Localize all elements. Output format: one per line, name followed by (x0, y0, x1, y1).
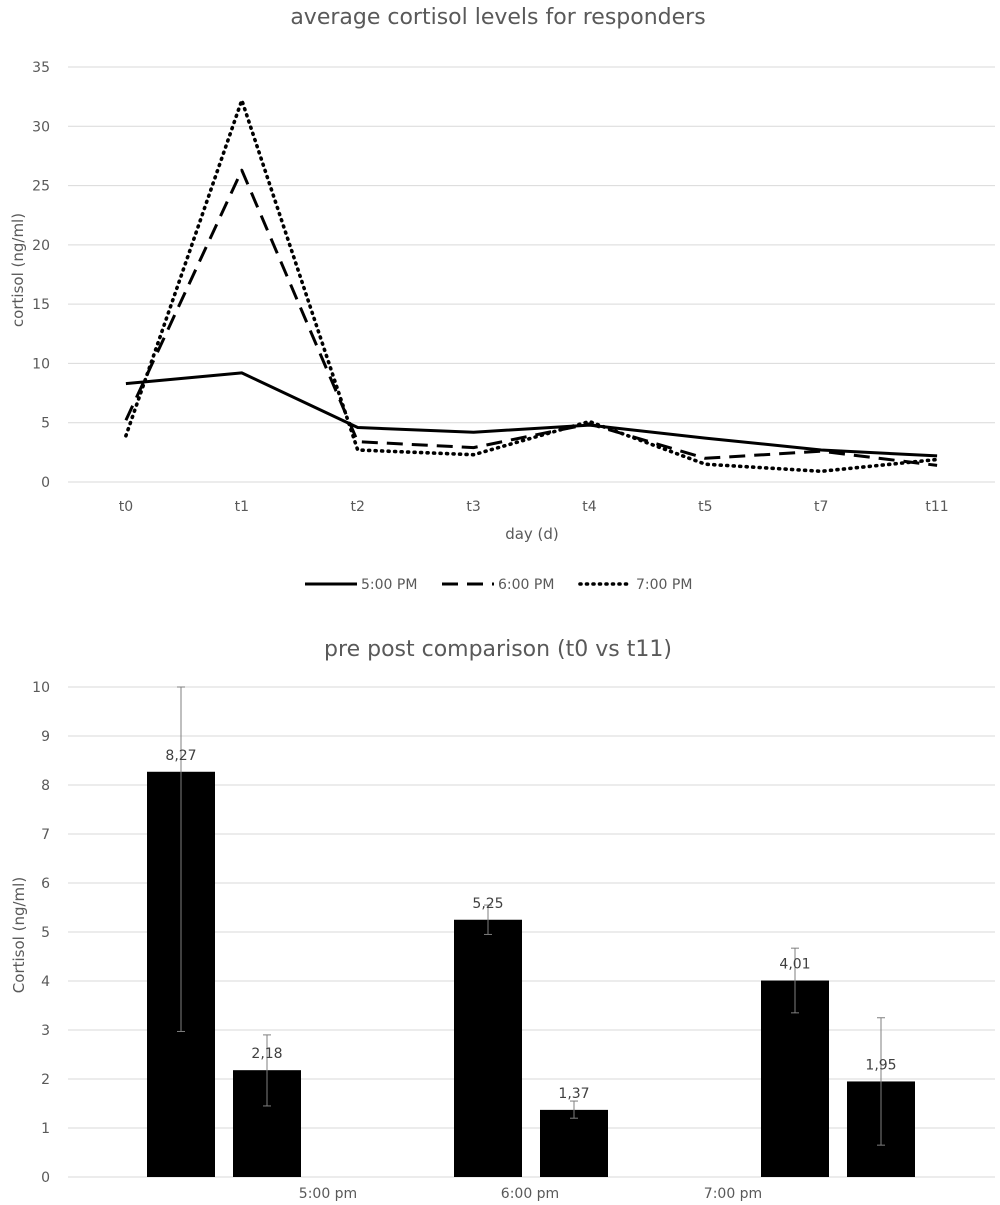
bar-data-label: 4,01 (779, 957, 810, 973)
line-chart-x-tick-label: t0 (119, 499, 133, 515)
line-chart-x-ticks: t0 t1 t2 t3 t4 t5 t7 t11 (119, 499, 949, 515)
bar-chart-y-tick-label: 9 (41, 729, 50, 745)
bar-chart-y-tick-label: 6 (41, 876, 50, 892)
line-chart-y-tick-label: 20 (32, 238, 50, 254)
legend-label: 6:00 PM (498, 577, 554, 593)
bar-chart-x-tick-label: 7:00 pm (704, 1186, 762, 1202)
bar-chart-error-bars (177, 686, 885, 1146)
line-chart-y-tick-label: 15 (32, 297, 50, 313)
line-chart-x-tick-label: t2 (350, 499, 364, 515)
bar-chart-x-ticks: 5:00 pm 6:00 pm 7:00 pm (299, 1186, 762, 1202)
line-chart-series (124, 98, 939, 474)
line-chart-x-tick-label: t3 (466, 499, 480, 515)
line-chart-x-tick-label: t11 (925, 499, 948, 515)
line-chart-x-tick-label: t7 (814, 499, 828, 515)
line-series-5-00-pm (125, 371, 938, 458)
line-series-7-00-pm (124, 98, 939, 474)
bar-chart-y-tick-label: 4 (41, 974, 50, 990)
bar-data-label: 2,18 (251, 1046, 282, 1062)
line-chart-y-tick-label: 10 (32, 356, 50, 372)
bar-chart-y-tick-label: 10 (32, 680, 50, 696)
line-chart-x-tick-label: t1 (235, 499, 249, 515)
bar-chart-title: pre post comparison (t0 vs t11) (324, 637, 672, 662)
bar-chart-x-tick-label: 5:00 pm (299, 1186, 357, 1202)
line-chart-y-tick-label: 0 (41, 475, 50, 491)
bar-chart-y-tick-label: 2 (41, 1072, 50, 1088)
bar-chart-y-ticks: 0 1 2 3 4 5 6 7 8 9 10 (32, 680, 50, 1186)
line-chart-y-tick-label: 30 (32, 119, 50, 135)
bar-chart-y-axis-title: Cortisol (ng/ml) (10, 877, 28, 993)
line-series-6-00-pm (124, 168, 938, 467)
line-chart-x-axis-title: day (d) (505, 525, 559, 543)
bar-chart-y-tick-label: 7 (41, 827, 50, 843)
bar-data-label: 1,37 (558, 1086, 589, 1102)
bar-chart-bars (147, 771, 915, 1177)
bar-data-label: 8,27 (165, 748, 196, 764)
line-chart-title: average cortisol levels for responders (290, 5, 705, 30)
legend-label: 7:00 PM (636, 577, 692, 593)
bar-chart: pre post comparison (t0 vs t11) 0 1 2 3 4 5 6 7… (10, 637, 995, 1202)
line-chart: average cortisol levels for responders 0… (9, 5, 995, 593)
line-chart-y-axis-title: cortisol (ng/ml) (9, 213, 27, 327)
line-chart-y-tick-label: 5 (41, 416, 50, 432)
line-chart-y-ticks: 0 5 10 15 20 25 30 35 (32, 60, 50, 491)
bar-chart-x-tick-label: 6:00 pm (501, 1186, 559, 1202)
line-chart-x-tick-label: t5 (698, 499, 712, 515)
line-chart-legend: 5:00 PM 6:00 PM 7:00 PM (305, 577, 692, 593)
bar (454, 919, 522, 1177)
bar-chart-y-tick-label: 8 (41, 778, 50, 794)
line-chart-x-tick-label: t4 (582, 499, 596, 515)
bar-chart-y-tick-label: 3 (41, 1023, 50, 1039)
line-chart-gridlines (68, 66, 995, 483)
bar-chart-y-tick-label: 5 (41, 925, 50, 941)
line-chart-y-tick-label: 25 (32, 179, 50, 195)
bar-data-label: 5,25 (472, 896, 503, 912)
bar-data-label: 1,95 (865, 1057, 896, 1073)
line-chart-y-tick-label: 35 (32, 60, 50, 76)
legend-label: 5:00 PM (361, 577, 417, 593)
bar (540, 1109, 608, 1177)
bar-chart-y-tick-label: 0 (41, 1170, 50, 1186)
bar-chart-y-tick-label: 1 (41, 1121, 50, 1137)
bar-chart-gridlines (68, 686, 995, 1178)
bar-chart-data-labels: 8,27 5,25 4,01 2,18 1,37 1,95 (165, 748, 896, 1102)
